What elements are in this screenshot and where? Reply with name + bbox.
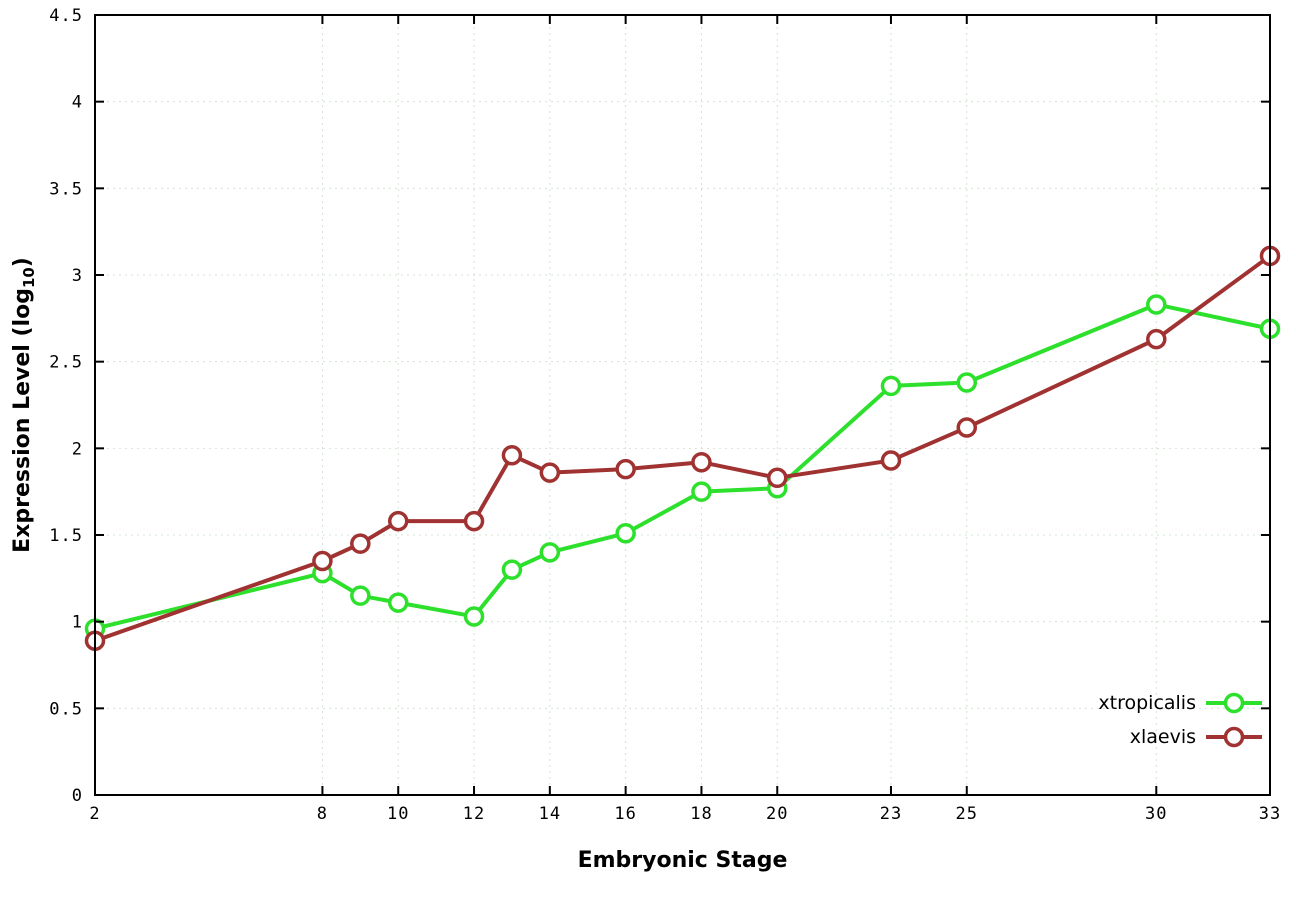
legend: xtropicalis xlaevis [1098, 692, 1262, 748]
marker-xlaevis [350, 533, 371, 554]
x-tick-label: 16 [614, 804, 636, 824]
marker-xtropicalis [350, 585, 371, 606]
x-tick-label: 25 [956, 804, 978, 824]
marker-xlaevis [615, 458, 636, 480]
marker-xtropicalis [387, 592, 409, 613]
x-tick-label: 14 [539, 804, 561, 824]
plot-border [94, 14, 1271, 796]
series-xtropicalis [84, 294, 1281, 639]
marker-xlaevis [956, 417, 978, 438]
marker-xlaevis [1146, 328, 1167, 350]
y-tick-label: 3 [72, 266, 83, 286]
y-tick-label: 4.5 [49, 6, 83, 26]
marker-xtropicalis [880, 375, 902, 397]
marker-xtropicalis [615, 523, 636, 544]
x-tick-label: 20 [766, 804, 788, 824]
marker-xlaevis [767, 467, 788, 489]
series-line-xlaevis [93, 253, 1272, 643]
marker-xlaevis [501, 445, 523, 466]
marker-xtropicalis [539, 542, 561, 563]
x-tick-label: 18 [690, 804, 712, 824]
y-tick-label: 1.5 [49, 526, 83, 546]
marker-xtropicalis [463, 606, 485, 627]
x-tick-label: 2 [89, 804, 100, 824]
y-axis-title: Expression Level (log10) [10, 257, 38, 553]
series-xlaevis [84, 245, 1281, 651]
x-tick-label: 12 [463, 804, 485, 824]
marker-xlaevis [539, 462, 561, 483]
x-tick-label: 10 [387, 804, 409, 824]
legend-label: xtropicalis [1098, 692, 1196, 714]
y-tick-label: 2 [72, 439, 83, 459]
y-tick-label: 2.5 [49, 353, 83, 373]
marker-xlaevis [312, 550, 333, 572]
marker-xtropicalis [956, 372, 978, 393]
y-axis-title-subscript: 10 [20, 267, 39, 289]
marker-xlaevis [463, 510, 485, 532]
legend-marker-sample [1223, 726, 1245, 748]
y-tick-label: 0 [72, 786, 83, 806]
marker-xlaevis [691, 451, 712, 473]
y-tick-label: 1 [72, 613, 83, 633]
x-tick-label: 23 [880, 804, 902, 824]
marker-xlaevis [387, 510, 409, 532]
y-axis-title-prefix: Expression Level (log [9, 288, 35, 553]
y-tick-label: 0.5 [49, 699, 83, 719]
legend-marker-sample [1223, 692, 1245, 714]
x-tick-label: 8 [317, 804, 328, 824]
marker-xtropicalis [691, 481, 712, 502]
legend-item-xtropicalis: xtropicalis [1098, 692, 1262, 714]
x-axis-title: Embryonic Stage [577, 848, 788, 873]
y-tick-label: 4 [72, 93, 83, 113]
legend-item-xlaevis: xlaevis [1130, 726, 1262, 748]
y-axis-title-suffix: ) [9, 257, 35, 268]
marker-xtropicalis [501, 559, 523, 580]
legend-label: xlaevis [1130, 726, 1196, 748]
grid [94, 14, 1271, 796]
x-tick-label: 33 [1259, 804, 1281, 824]
marker-xtropicalis [1146, 294, 1167, 315]
x-tick-label: 30 [1145, 804, 1167, 824]
marker-xlaevis [880, 450, 902, 471]
tick-marks: 2 8 10 12 14 16 18 20 23 25 30 33 0 0.5 1 1.5 2 2.5 3 3.5 4 4… [49, 6, 1281, 824]
y-tick-label: 3.5 [49, 179, 83, 199]
